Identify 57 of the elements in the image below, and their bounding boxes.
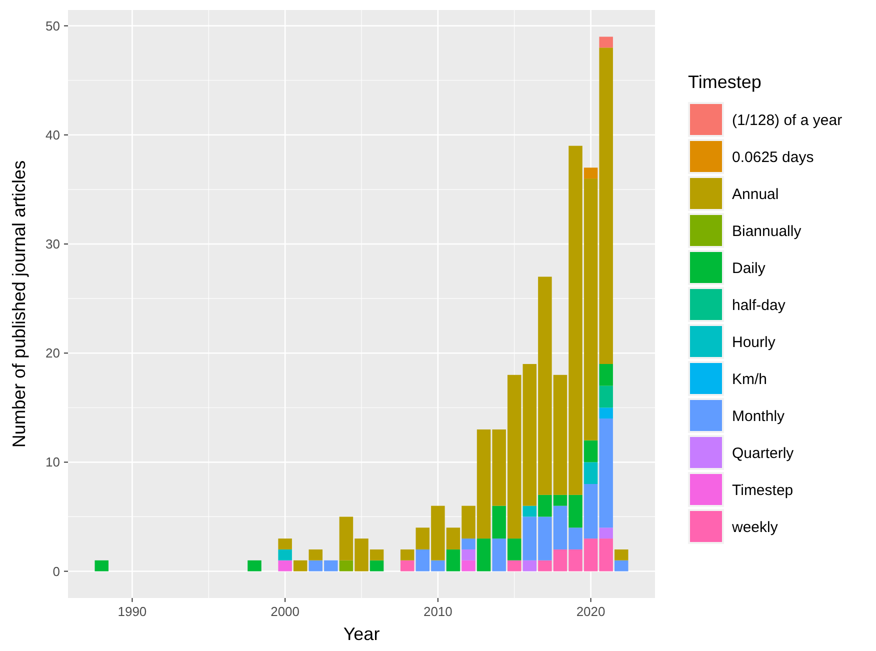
bar <box>522 506 537 517</box>
x-tick-label: 2010 <box>423 604 452 619</box>
bar <box>599 364 613 386</box>
bar <box>599 386 613 408</box>
bar <box>599 408 613 419</box>
x-tick-label: 2000 <box>270 604 300 619</box>
bar <box>462 538 476 550</box>
bar <box>339 560 354 572</box>
bar <box>507 560 522 572</box>
legend-label: Quarterly <box>732 445 794 462</box>
x-tick-label: 2020 <box>576 604 606 619</box>
y-tick-label: 50 <box>46 18 60 34</box>
bar <box>278 560 292 572</box>
bar <box>599 528 613 539</box>
bar <box>278 549 292 560</box>
bar <box>400 549 414 560</box>
bar <box>248 560 262 572</box>
bar <box>476 538 491 572</box>
y-axis-title: Number of published journal articles <box>9 160 29 448</box>
bar <box>308 549 323 560</box>
legend-label: Hourly <box>732 334 776 351</box>
x-axis-title: Year <box>343 624 380 644</box>
y-tick-label: 20 <box>46 346 60 361</box>
x-tick-label: 1990 <box>118 604 147 619</box>
legend-label: half-day <box>732 297 786 314</box>
legend-label: Timestep <box>732 482 794 499</box>
legend-label: Biannually <box>732 223 802 240</box>
bar <box>462 560 476 572</box>
bar <box>492 506 506 539</box>
bar <box>614 560 628 572</box>
legend-label: Daily <box>732 260 766 277</box>
bar <box>584 440 598 462</box>
bar <box>446 549 460 572</box>
bar <box>584 462 598 484</box>
bar <box>584 168 598 179</box>
legend-label: Km/h <box>732 371 768 388</box>
bar <box>522 560 537 572</box>
bar <box>462 549 476 560</box>
legend-label: (1/128) of a year <box>732 112 842 129</box>
y-tick-label: 0 <box>52 564 60 579</box>
legend-label: Annual <box>732 186 779 203</box>
legend-title: Timestep <box>688 72 762 92</box>
y-tick-label: 40 <box>46 127 60 142</box>
y-tick-label: 10 <box>46 454 60 470</box>
bar <box>507 538 522 560</box>
bar <box>278 538 292 550</box>
bar <box>370 560 384 572</box>
bar <box>293 560 308 572</box>
legend-label: weekly <box>731 519 778 536</box>
legend-label: Monthly <box>732 408 786 425</box>
bar <box>94 560 109 572</box>
y-tick-label: 30 <box>46 236 60 252</box>
legend-label: 0.0625 days <box>732 149 814 166</box>
bar <box>599 36 613 48</box>
bar <box>400 560 414 572</box>
bar <box>614 549 628 560</box>
bar <box>492 538 506 572</box>
